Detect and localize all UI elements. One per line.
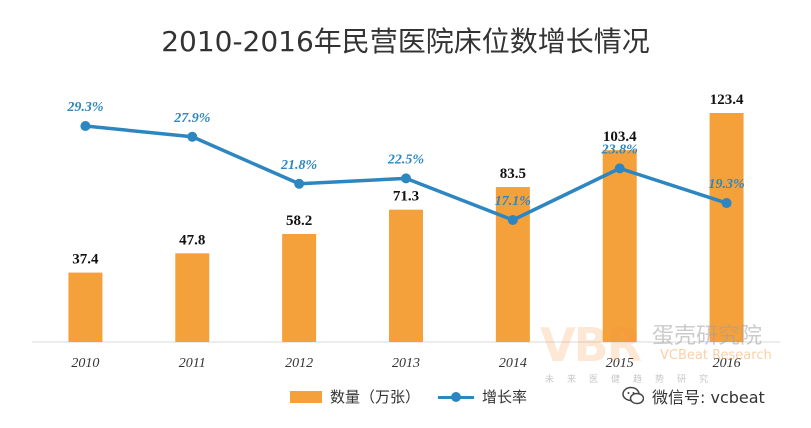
growth-rate-label-2010: 29.3% <box>66 100 103 115</box>
watermark-english: VCBeat Research <box>660 348 772 363</box>
bar-value-label-2012: 58.2 <box>286 213 312 229</box>
growth-rate-label-2013: 22.5% <box>387 152 424 167</box>
bar-2011 <box>175 253 210 342</box>
growth-rate-label-2015: 23.8% <box>601 142 638 157</box>
x-tick-2012: 2012 <box>285 356 313 371</box>
growth-rate-label-2016: 19.3% <box>708 177 744 192</box>
watermark-name: 蛋壳研究院 <box>652 324 763 349</box>
wechat-source: 微信号: vcbeat <box>622 384 765 408</box>
wechat-icon <box>622 386 644 405</box>
growth-rate-point-2012 <box>294 178 305 189</box>
growth-rate-label-2011: 27.9% <box>173 111 210 126</box>
x-tick-2014: 2014 <box>499 356 527 371</box>
bar-value-label-2010: 37.4 <box>72 252 99 268</box>
bar-2016 <box>709 113 744 342</box>
legend-item-bar: 数量（万张） <box>290 386 420 407</box>
legend-bar-swatch <box>290 390 322 403</box>
growth-rate-label-2014: 17.1% <box>495 194 531 209</box>
growth-rate-point-2015 <box>614 163 625 174</box>
legend-line-label: 增长率 <box>482 388 528 406</box>
bar-value-label-2011: 47.8 <box>179 232 205 248</box>
growth-rate-point-2016 <box>721 198 732 209</box>
growth-rate-label-2012: 21.8% <box>280 158 317 173</box>
x-tick-2015: 2015 <box>606 356 634 371</box>
bar-2012 <box>282 233 317 342</box>
legend-bar-label: 数量（万张） <box>330 388 421 406</box>
bar-value-label-2013: 71.3 <box>393 189 419 205</box>
legend-line-swatch <box>438 390 474 404</box>
bar-value-label-2014: 83.5 <box>500 166 526 182</box>
growth-rate-point-2011 <box>187 131 198 142</box>
bar-2010 <box>68 272 103 342</box>
x-tick-2011: 2011 <box>179 356 206 371</box>
watermark-logo: VBR <box>540 318 642 372</box>
legend: 数量（万张） 增长率 <box>0 386 811 410</box>
growth-rate-point-2014 <box>507 215 518 225</box>
x-tick-2016: 2016 <box>713 356 741 371</box>
bar-2014 <box>495 187 530 342</box>
x-tick-2010: 2010 <box>71 356 99 371</box>
x-tick-2013: 2013 <box>392 356 420 371</box>
bar-2015 <box>602 150 637 342</box>
legend-item-line: 增长率 <box>438 386 527 407</box>
bar-value-label-2016: 123.4 <box>710 92 744 108</box>
bar-2013 <box>389 209 423 342</box>
chart-title: 2010-2016年民营医院床位数增长情况 <box>161 25 650 58</box>
growth-rate-point-2010 <box>80 121 91 131</box>
growth-rate-point-2013 <box>401 173 411 184</box>
bar-value-label-2015: 103.4 <box>603 129 637 145</box>
watermark-tagline: 未来医健趋势研究 <box>545 375 722 385</box>
wechat-id: 微信号: vcbeat <box>652 388 765 407</box>
